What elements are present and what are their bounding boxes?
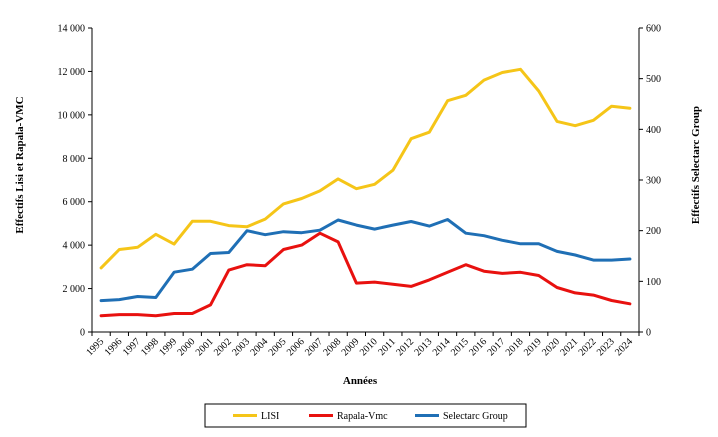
y-right-tick-label: 300 [646,176,661,187]
x-tick-label: 2011 [376,336,398,358]
x-tick-label: 2006 [285,336,307,358]
y-axis-right-label: Effectifs Selectarc Group [690,106,702,224]
x-tick-label: 2008 [321,336,343,358]
y-right-tick-label: 100 [646,277,661,288]
y-right-tick-label: 500 [646,74,661,85]
x-tick-label: 1995 [84,336,106,358]
x-tick-label: 1998 [139,336,161,358]
y-right-tick-label: 200 [646,226,661,237]
x-tick-label: 2001 [194,336,216,358]
x-tick-label: 2003 [230,336,252,358]
x-tick-label: 2021 [558,336,580,358]
axes-layer: 0 2 000 4 000 6 000 8 000 10 000 12 000 14 000 0… [58,24,662,359]
y-right-tick-label: 400 [646,125,661,136]
legend: LISI Rapala-Vmc Selectarc Group [204,403,527,428]
x-tick-label: 2007 [303,336,325,358]
series-line-rapala-vmc [99,231,632,318]
x-tick-label: 2013 [413,336,435,358]
x-tick-label: 2020 [540,336,562,358]
x-tick-label: 2018 [504,336,526,358]
y-left-tick-label: 4 000 [63,241,86,252]
legend-box [204,403,527,428]
x-tick-label: 2005 [267,336,289,358]
y-left-tick-label: 8 000 [63,154,86,165]
y-left-tick-label: 2 000 [63,284,86,295]
x-tick-label: 2019 [522,336,544,358]
x-tick-label: 2014 [431,336,453,358]
x-tick-label: 2016 [467,336,489,358]
x-tick-label: 2004 [248,336,270,358]
legend-label-lisi: LISI [261,411,279,422]
y-left-tick-label: 12 000 [58,67,86,78]
x-tick-label: 1996 [103,336,125,358]
y-left-tick-label: 6 000 [63,197,86,208]
legend-label-selectarc-group: Selectarc Group [443,411,508,422]
x-tick-label: 2012 [394,336,416,358]
x-tick-label: 2009 [340,336,362,358]
x-tick-label: 2015 [449,336,471,358]
x-axis-label: Années [343,375,378,387]
y-right-tick-label: 600 [646,24,661,35]
x-tick-label: 2017 [485,336,507,358]
y-left-tick-label: 10 000 [58,110,86,121]
series-layer [99,67,632,318]
x-tick-label: 2000 [175,336,197,358]
y-axis-left-label: Effectifs Lisi et Rapala-VMC [14,96,26,233]
x-tick-label: 2010 [358,336,380,358]
x-tick-label: 2002 [212,336,234,358]
x-tick-label: 2022 [577,336,599,358]
series-line-selectarc-group [99,218,632,303]
x-tick-label: 1999 [157,336,179,358]
y-right-tick-label: 0 [646,328,651,339]
y-left-tick-label: 0 [80,328,85,339]
series-line-lisi [99,67,632,270]
legend-label-rapala-vmc: Rapala-Vmc [337,411,388,422]
x-tick-label: 2024 [613,336,635,358]
x-tick-label: 2023 [595,336,617,358]
x-tick-label: 1997 [121,336,143,358]
y-left-tick-label: 14 000 [58,24,86,35]
